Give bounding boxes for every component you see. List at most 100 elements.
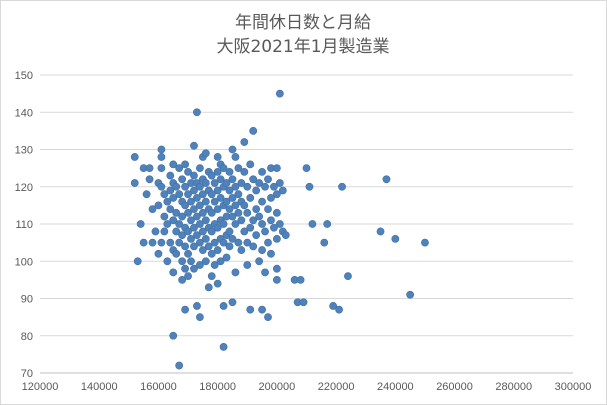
data-point (225, 242, 234, 251)
data-point (175, 190, 184, 199)
data-point (187, 234, 195, 243)
data-point (181, 201, 189, 210)
data-point (213, 279, 222, 288)
data-point (213, 205, 222, 213)
data-point (219, 164, 228, 173)
data-point (193, 212, 201, 221)
data-point (228, 212, 237, 221)
chart-subtitle: 大阪2021年1月製造業 (216, 37, 389, 57)
y-tick-label: 110 (15, 219, 33, 231)
data-point (240, 201, 249, 210)
data-point (225, 186, 234, 195)
data-point (267, 194, 275, 202)
data-point (216, 257, 225, 266)
data-point (270, 182, 278, 191)
data-point (329, 302, 338, 310)
data-point (258, 246, 266, 254)
y-tick-label: 140 (15, 107, 33, 119)
x-tick-label: 240000 (377, 381, 414, 393)
data-point (163, 197, 172, 206)
data-point (264, 313, 272, 322)
data-point (157, 182, 166, 191)
x-tick-label: 180000 (199, 381, 236, 393)
data-point (198, 227, 207, 236)
data-point (338, 182, 346, 191)
data-point (145, 175, 154, 184)
data-point (201, 179, 210, 187)
data-point (178, 257, 187, 266)
data-point (249, 126, 258, 135)
data-point (323, 220, 332, 228)
data-point (275, 89, 284, 98)
x-tick-label: 160000 (140, 381, 177, 393)
x-tick-label: 220000 (318, 381, 355, 393)
data-point (421, 238, 429, 247)
data-point (175, 238, 184, 247)
data-point (252, 205, 261, 213)
data-point (175, 361, 184, 370)
data-point (145, 164, 154, 173)
data-point (181, 182, 189, 191)
data-point (299, 298, 308, 307)
data-point (222, 197, 231, 206)
data-point (246, 160, 255, 169)
data-point (169, 194, 178, 202)
data-point (255, 179, 264, 187)
data-point (169, 268, 178, 277)
data-point (228, 234, 237, 243)
data-point (136, 220, 145, 228)
data-point (181, 305, 189, 314)
data-point (249, 242, 258, 251)
data-point (246, 223, 255, 232)
data-point (181, 264, 189, 273)
data-point (278, 186, 287, 195)
y-tick-label: 100 (15, 256, 33, 268)
x-tick-label: 200000 (259, 381, 296, 393)
data-point (261, 182, 269, 191)
data-point (133, 257, 142, 266)
data-point (228, 298, 237, 307)
data-point (166, 238, 175, 247)
x-tick-label: 280000 (495, 381, 532, 393)
data-point (252, 186, 261, 195)
data-point (172, 227, 181, 236)
data-point (243, 182, 252, 191)
data-point (296, 275, 305, 284)
data-point (175, 220, 184, 228)
data-point (157, 238, 166, 247)
data-point (225, 167, 234, 176)
data-point (272, 275, 281, 284)
data-point (258, 197, 266, 206)
y-tick-label: 80 (21, 331, 33, 343)
data-point (213, 246, 222, 254)
data-point (181, 242, 189, 251)
data-point (193, 231, 201, 240)
data-point (178, 275, 187, 284)
data-point (160, 190, 169, 199)
data-point (195, 261, 204, 269)
data-point (272, 190, 281, 199)
data-point (231, 201, 240, 210)
data-point (187, 197, 195, 206)
data-point (234, 164, 243, 173)
data-point (190, 205, 198, 213)
data-point (231, 268, 240, 277)
data-point (190, 242, 198, 251)
data-point (166, 186, 175, 195)
data-point (272, 164, 281, 173)
data-point (406, 290, 415, 299)
data-point (175, 164, 184, 173)
data-point (219, 302, 228, 310)
data-point (207, 227, 216, 236)
data-point (187, 257, 195, 266)
data-point (231, 182, 240, 191)
x-tick-label: 300000 (555, 381, 592, 393)
data-point (193, 302, 201, 310)
data-point (240, 227, 249, 236)
y-tick-label: 130 (15, 145, 33, 157)
data-point (190, 223, 198, 232)
data-point (151, 227, 160, 236)
data-point (210, 261, 219, 269)
data-point (163, 257, 172, 266)
